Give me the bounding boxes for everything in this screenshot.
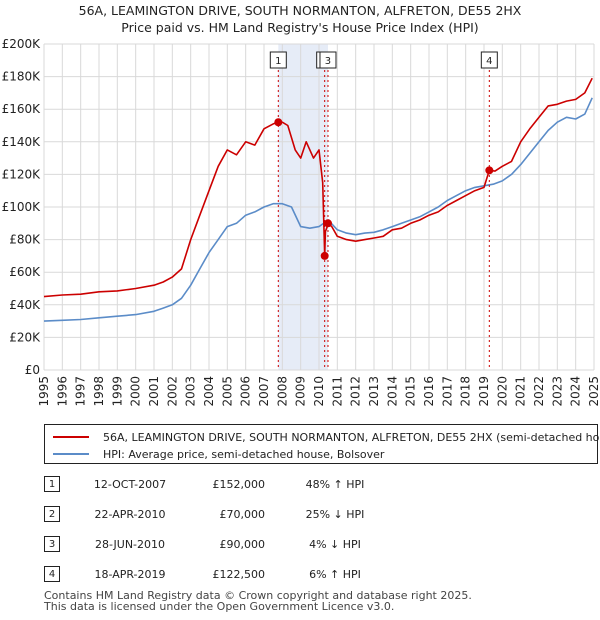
sale-marker-label: 4: [486, 56, 492, 67]
sale-number-badge: 3: [44, 536, 60, 552]
x-tick-label: 2001: [147, 376, 161, 407]
x-tick-label: 1997: [74, 376, 88, 407]
sale-number-badge: 4: [44, 566, 60, 582]
sale-point: [485, 166, 494, 175]
chart-title: 56A, LEAMINGTON DRIVE, SOUTH NORMANTON, …: [79, 3, 522, 18]
sale-date: 28-JUN-2010: [94, 538, 166, 551]
price-chart: 56A, LEAMINGTON DRIVE, SOUTH NORMANTON, …: [2, 3, 600, 407]
sale-number-badge: 1: [44, 476, 60, 492]
sale-row: 4 18-APR-2019 £122,500 6% ↑ HPI: [0, 564, 600, 586]
sale-hpi-diff: 6% ↑ HPI: [309, 568, 361, 581]
x-tick-label: 2025: [587, 376, 600, 407]
x-tick-label: 2018: [459, 376, 473, 407]
x-tick-label: 2010: [312, 376, 326, 407]
x-tick-label: 2002: [165, 376, 179, 407]
x-tick-label: 1999: [110, 376, 124, 407]
y-tick-label: £60K: [9, 265, 41, 279]
y-tick-label: £100K: [2, 200, 42, 214]
x-tick-label: 2011: [330, 376, 344, 407]
chart-subtitle: Price paid vs. HM Land Registry's House …: [121, 20, 478, 35]
sale-point: [323, 219, 332, 228]
legend-label-hpi: HPI: Average price, semi-detached house,…: [103, 447, 385, 461]
x-tick-label: 2003: [184, 376, 198, 407]
y-tick-label: £120K: [2, 167, 42, 181]
x-tick-label: 2008: [275, 376, 289, 407]
x-tick-label: 1996: [55, 376, 69, 407]
x-tick-label: 2006: [239, 376, 253, 407]
sale-marker-box: [269, 51, 287, 69]
x-tick-label: 2000: [129, 376, 143, 407]
x-tick-label: 1998: [92, 376, 106, 407]
y-tick-label: £140K: [2, 135, 42, 149]
sale-row: 3 28-JUN-2010 £90,000 4% ↓ HPI: [0, 534, 600, 556]
chart-legend: 56A, LEAMINGTON DRIVE, SOUTH NORMANTON, …: [44, 424, 600, 464]
x-tick-label: 2020: [495, 376, 509, 407]
sale-hpi-diff: 25% ↓ HPI: [305, 508, 365, 521]
x-tick-label: 2016: [422, 376, 436, 407]
sale-marker-label: 3: [325, 56, 331, 67]
sale-date: 18-APR-2019: [94, 568, 166, 581]
x-tick-label: 2015: [404, 376, 418, 407]
sale-marker-box: [480, 51, 498, 69]
hpi-line: [43, 97, 593, 322]
legend-item-property: 56A, LEAMINGTON DRIVE, SOUTH NORMANTON, …: [53, 428, 600, 446]
sale-hpi-diff: 48% ↑ HPI: [305, 478, 365, 491]
sale-row: 1 12-OCT-2007 £152,000 48% ↑ HPI: [0, 474, 600, 496]
legend-swatch-property: [53, 436, 89, 438]
sale-date: 22-APR-2010: [94, 508, 166, 521]
legend-swatch-hpi: [53, 453, 89, 455]
legend-label-property: 56A, LEAMINGTON DRIVE, SOUTH NORMANTON, …: [103, 430, 600, 444]
footer-line-1: Contains HM Land Registry data © Crown c…: [44, 589, 472, 602]
y-tick-label: £180K: [2, 70, 42, 84]
y-tick-label: £80K: [9, 233, 41, 247]
x-tick-label: 2022: [532, 376, 546, 407]
sale-price: £70,000: [219, 508, 266, 521]
sale-row: 2 22-APR-2010 £70,000 25% ↓ HPI: [0, 504, 600, 526]
legend-item-hpi: HPI: Average price, semi-detached house,…: [53, 445, 384, 463]
x-tick-label: 2013: [367, 376, 381, 407]
sale-price: £90,000: [219, 538, 266, 551]
x-tick-label: 1995: [37, 376, 51, 407]
x-tick-label: 2023: [550, 376, 564, 407]
copyright-footer: Contains HM Land Registry data © Crown c…: [44, 590, 472, 612]
y-tick-label: £160K: [2, 102, 42, 116]
x-tick-label: 2021: [514, 376, 528, 407]
x-tick-label: 2004: [202, 376, 216, 407]
sale-point: [274, 118, 283, 127]
x-tick-label: 2024: [569, 376, 583, 407]
x-tick-label: 2019: [477, 376, 491, 407]
x-tick-label: 2009: [294, 376, 308, 407]
sale-hpi-diff: 4% ↓ HPI: [309, 538, 361, 551]
y-tick-label: £200K: [2, 37, 42, 51]
sale-number-badge: 2: [44, 506, 60, 522]
x-tick-label: 2007: [257, 376, 271, 407]
x-tick-label: 2005: [220, 376, 234, 407]
sale-marker-box: [319, 51, 337, 69]
x-tick-label: 2014: [385, 376, 399, 407]
x-tick-label: 2012: [349, 376, 363, 407]
sale-price: £152,000: [212, 478, 266, 491]
y-tick-label: £20K: [9, 330, 41, 344]
sale-date: 12-OCT-2007: [93, 478, 167, 491]
sale-price: £122,500: [212, 568, 266, 581]
y-tick-label: £40K: [9, 298, 41, 312]
sale-point: [320, 251, 329, 260]
y-tick-label: £0: [25, 363, 40, 377]
footer-line-2: This data is licensed under the Open Gov…: [44, 600, 395, 613]
x-tick-label: 2017: [440, 376, 454, 407]
sale-marker-label: 1: [275, 56, 281, 67]
